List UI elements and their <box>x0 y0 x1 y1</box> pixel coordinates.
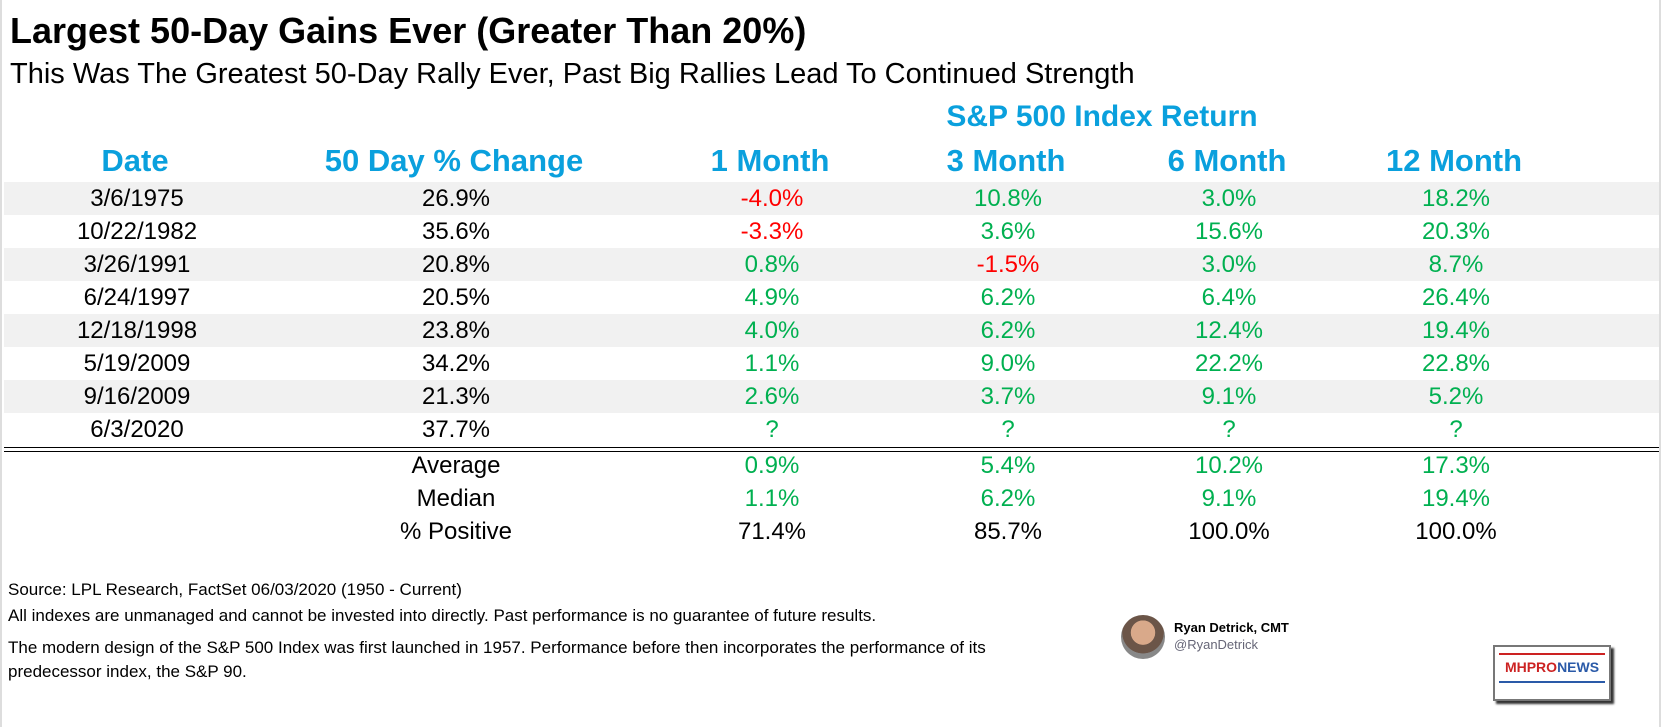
return-cell-m1: -3.3% <box>740 218 804 245</box>
index-note-cont: predecessor index, the S&P 90. <box>8 662 247 681</box>
table-divider <box>4 447 1659 452</box>
return-cell-m3: 3.7% <box>980 383 1036 410</box>
return-cell-m6: 3.0% <box>1201 185 1257 212</box>
summary-cell-m1: 0.9% <box>744 452 800 479</box>
return-cell-m1: 4.9% <box>744 284 800 311</box>
summary-label: % Positive <box>399 518 513 545</box>
group-header: S&P 500 Index Return <box>946 100 1258 133</box>
date-cell: 5/19/2009 <box>83 350 191 377</box>
summary-row: % Positive 71.4% 85.7% 100.0% 100.0% <box>4 515 1659 548</box>
table-row: 3/26/1991 20.8% 0.8% -1.5% 3.0% 8.7% <box>4 248 1659 281</box>
change-cell: 20.5% <box>421 284 491 311</box>
author-name: Ryan Detrick, CMT <box>1174 620 1289 635</box>
summary-cell-m3: 85.7% <box>973 518 1043 545</box>
summary-cell-m3: 6.2% <box>980 485 1036 512</box>
table-row: 6/24/1997 20.5% 4.9% 6.2% 6.4% 26.4% <box>4 281 1659 314</box>
author-handle: @RyanDetrick <box>1174 637 1258 652</box>
return-cell-m12: 22.8% <box>1421 350 1491 377</box>
table-row: 9/16/2009 21.3% 2.6% 3.7% 9.1% 5.2% <box>4 380 1659 413</box>
return-cell-m6: 15.6% <box>1194 218 1264 245</box>
table-row: 5/19/2009 34.2% 1.1% 9.0% 22.2% 22.8% <box>4 347 1659 380</box>
summary-cell-m12: 17.3% <box>1421 452 1491 479</box>
return-cell-m12: 8.7% <box>1428 251 1484 278</box>
summary-row: Average 0.9% 5.4% 10.2% 17.3% <box>4 449 1659 482</box>
summary-cell-m1: 1.1% <box>744 485 800 512</box>
return-cell-m1: 0.8% <box>744 251 800 278</box>
summary-row: Median 1.1% 6.2% 9.1% 19.4% <box>4 482 1659 515</box>
return-cell-m12: 26.4% <box>1421 284 1491 311</box>
return-cell-m3: -1.5% <box>976 251 1040 278</box>
change-cell: 35.6% <box>421 218 491 245</box>
date-cell: 9/16/2009 <box>83 383 191 410</box>
return-cell-m1: 4.0% <box>744 317 800 344</box>
index-note: The modern design of the S&P 500 Index w… <box>8 638 986 657</box>
date-cell: 12/18/1998 <box>76 317 198 344</box>
change-cell: 21.3% <box>421 383 491 410</box>
mhpronews-logo: MHPRONEWS <box>1493 645 1611 701</box>
return-cell-m3: 9.0% <box>980 350 1036 377</box>
date-cell: 3/26/1991 <box>83 251 191 278</box>
return-cell-m12: 18.2% <box>1421 185 1491 212</box>
return-cell-m12: 5.2% <box>1428 383 1484 410</box>
return-cell-m6: 12.4% <box>1194 317 1264 344</box>
summary-cell-m6: 10.2% <box>1194 452 1264 479</box>
date-cell: 3/6/1975 <box>90 185 184 212</box>
return-cell-m6: 6.4% <box>1201 284 1257 311</box>
page-title: Largest 50-Day Gains Ever (Greater Than … <box>10 10 807 51</box>
return-cell-m6: 22.2% <box>1194 350 1264 377</box>
return-cell-m1: 1.1% <box>744 350 800 377</box>
return-cell-m1: -4.0% <box>740 185 804 212</box>
summary-cell-m12: 100.0% <box>1415 518 1497 545</box>
change-cell: 37.7% <box>421 416 491 443</box>
table-row: 12/18/1998 23.8% 4.0% 6.2% 12.4% 19.4% <box>4 314 1659 347</box>
change-cell: 20.8% <box>421 251 491 278</box>
summary-cell-m6: 9.1% <box>1201 485 1257 512</box>
return-cell-m3: 6.2% <box>980 284 1036 311</box>
summary-cell-m1: 71.4% <box>737 518 807 545</box>
column-header: 12 Month <box>1385 143 1523 178</box>
date-cell: 10/22/1982 <box>76 218 198 245</box>
summary-cell-m12: 19.4% <box>1421 485 1491 512</box>
column-header: 1 Month <box>710 143 830 178</box>
summary-label: Median <box>416 485 496 512</box>
page-subtitle: This Was The Greatest 50-Day Rally Ever,… <box>10 58 1135 90</box>
return-cell-m3: 3.6% <box>980 218 1036 245</box>
return-cell-m12: 19.4% <box>1421 317 1491 344</box>
summary-cell-m6: 100.0% <box>1188 518 1270 545</box>
return-cell-m12: 20.3% <box>1421 218 1491 245</box>
return-cell-m1: 2.6% <box>744 383 800 410</box>
return-cell-m3: ? <box>1001 416 1015 443</box>
return-cell-m6: 9.1% <box>1201 383 1257 410</box>
table-row: 3/6/1975 26.9% -4.0% 10.8% 3.0% 18.2% <box>4 182 1659 215</box>
change-cell: 34.2% <box>421 350 491 377</box>
return-cell-m3: 6.2% <box>980 317 1036 344</box>
return-cell-m12: ? <box>1449 416 1463 443</box>
column-header: 6 Month <box>1167 143 1287 178</box>
table-row: 6/3/2020 37.7%???? <box>4 413 1659 446</box>
author-avatar <box>1121 615 1165 659</box>
table-row: 10/22/1982 35.6% -3.3% 3.6% 15.6% 20.3% <box>4 215 1659 248</box>
summary-label: Average <box>411 452 501 479</box>
column-header: Date <box>101 143 169 178</box>
return-cell-m6: 3.0% <box>1201 251 1257 278</box>
return-cell-m1: ? <box>765 416 779 443</box>
change-cell: 26.9% <box>421 185 491 212</box>
column-header: 50 Day % Change <box>324 143 584 178</box>
disclaimer-note: All indexes are unmanaged and cannot be … <box>8 606 877 625</box>
return-cell-m3: 10.8% <box>973 185 1043 212</box>
source-note: Source: LPL Research, FactSet 06/03/2020… <box>8 580 462 599</box>
date-cell: 6/24/1997 <box>83 284 191 311</box>
column-header: 3 Month <box>946 143 1066 178</box>
change-cell: 23.8% <box>421 317 491 344</box>
date-cell: 6/3/2020 <box>90 416 184 443</box>
summary-cell-m3: 5.4% <box>980 452 1036 479</box>
return-cell-m6: ? <box>1222 416 1236 443</box>
